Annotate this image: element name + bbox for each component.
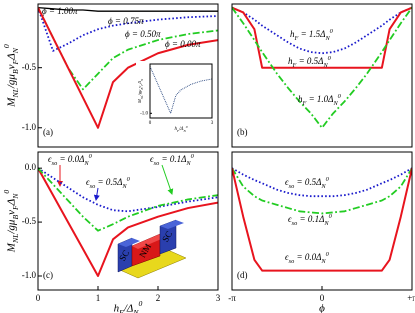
series-label: ϕ = 1.00π (42, 6, 78, 16)
series-line (38, 7, 218, 129)
series-label: hF = 1.5ΔN0 (290, 28, 334, 42)
series-line (38, 6, 218, 12)
y-tick-label: -1.0 (22, 270, 37, 280)
series-line (232, 6, 412, 69)
series-label: ϕ = 0.50π (125, 29, 161, 39)
series-line (38, 167, 218, 277)
x-tick-label: 3 (211, 121, 214, 126)
y-axis-label: MNL/gμBvFΔN0 (2, 44, 20, 108)
panel-frame (37, 3, 219, 148)
x-axis-label: hF/ΔN0 (174, 125, 187, 133)
device-sc-right-top (160, 220, 184, 229)
series-label: ϕ = 0.00π (165, 39, 201, 49)
y-tick-label: -0.5 (22, 216, 37, 226)
device-label: SC (160, 229, 174, 244)
series-label: hF = 0.5ΔN0 (288, 55, 332, 69)
x-tick-label: 2 (156, 293, 161, 303)
y-tick-label: -1.0 (22, 122, 37, 132)
series-label: ϵso = 0.1ΔN0 (288, 213, 333, 227)
panel-label: (c) (43, 270, 53, 280)
x-tick-label: -π (228, 293, 236, 303)
series-line (232, 7, 412, 129)
series-line (232, 167, 412, 272)
x-tick-label: 1 (96, 293, 101, 303)
label-arrow (161, 164, 174, 195)
panel-label: (b) (237, 127, 248, 137)
inset-background (136, 61, 215, 130)
series-line (232, 167, 412, 198)
x-tick-label: 0 (320, 293, 325, 303)
series-line (38, 167, 218, 232)
device-nm-top (132, 234, 166, 249)
panel-frame (37, 151, 219, 291)
panel-label: (a) (43, 127, 53, 137)
x-axis-label: ϕ (319, 303, 325, 313)
series-label: ϕ = 0.75π (108, 16, 144, 26)
x-tick-label: 3 (216, 293, 221, 303)
series-label: hF = 1.0ΔN0 (298, 93, 342, 107)
y-tick-label: -1.0 (140, 111, 148, 116)
panel-frame (231, 3, 413, 148)
series-line (232, 167, 412, 215)
y-axis-label: MNL/gμBvFΔN0 (2, 190, 20, 254)
panel-label: (d) (237, 270, 248, 280)
series-label: ϵso = 0.0ΔN0 (285, 251, 330, 265)
series-line (232, 6, 412, 55)
series-line (38, 167, 218, 213)
series-label: ϵso = 0.1ΔN0 (150, 153, 195, 167)
series-line (38, 7, 218, 91)
x-tick-label: +π (407, 293, 415, 303)
series-label: ϵso = 0.5ΔN0 (285, 176, 330, 190)
series-label: ϵso = 0.5ΔN0 (86, 176, 131, 190)
series-line (38, 7, 218, 52)
device-label: SC (117, 248, 131, 263)
x-tick-label: 0 (36, 293, 41, 303)
y-axis-label: MNL/gμBvFΔN (137, 78, 144, 104)
series-label: ϵso = 0.0ΔN0 (48, 153, 93, 167)
y-tick-label: 0.0 (25, 162, 37, 172)
x-axis-label: hF/ΔN0 (114, 299, 143, 313)
label-arrow (93, 187, 100, 201)
panel-frame (149, 63, 213, 119)
x-tick-label: 0 (149, 121, 152, 126)
device-sc-left-top (118, 238, 140, 247)
y-tick-label: -0.5 (22, 62, 37, 72)
